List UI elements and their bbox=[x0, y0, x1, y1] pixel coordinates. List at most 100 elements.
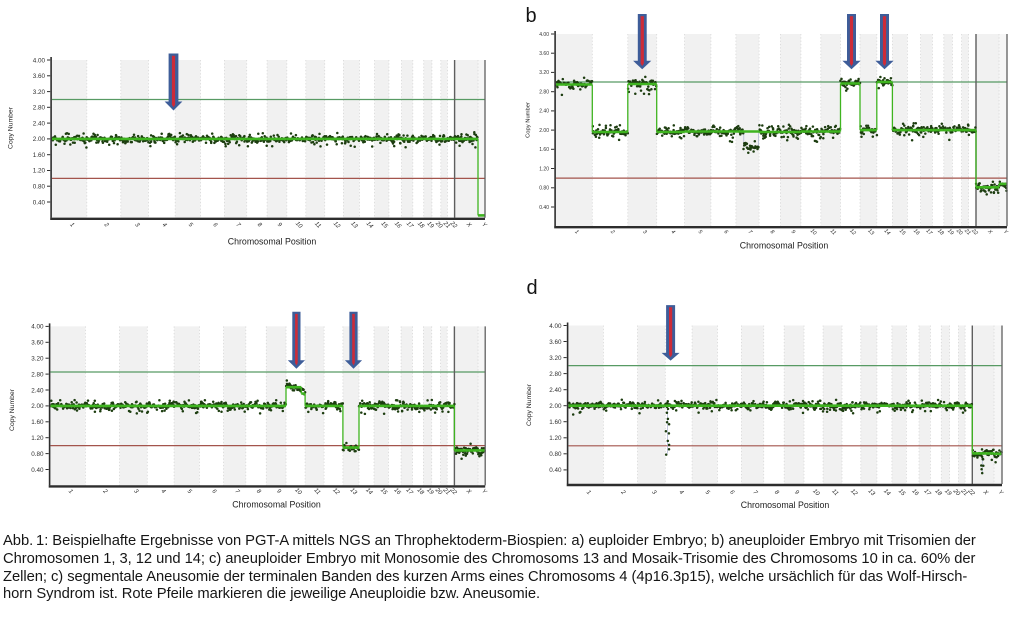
svg-text:20: 20 bbox=[954, 227, 963, 236]
svg-text:5: 5 bbox=[187, 222, 194, 229]
svg-text:10: 10 bbox=[809, 228, 817, 236]
svg-text:14: 14 bbox=[882, 488, 891, 497]
svg-text:2: 2 bbox=[608, 228, 615, 235]
svg-text:1.60: 1.60 bbox=[31, 419, 44, 426]
svg-text:17: 17 bbox=[405, 487, 414, 496]
svg-text:12: 12 bbox=[331, 487, 340, 496]
svg-text:8: 8 bbox=[255, 488, 262, 495]
svg-text:3: 3 bbox=[134, 222, 141, 229]
svg-text:11: 11 bbox=[313, 221, 322, 230]
svg-text:3: 3 bbox=[641, 229, 647, 235]
svg-text:2: 2 bbox=[619, 489, 627, 497]
svg-text:Y: Y bbox=[480, 222, 488, 230]
svg-text:19: 19 bbox=[425, 487, 434, 496]
svg-text:13: 13 bbox=[349, 221, 358, 230]
svg-text:Copy Number: Copy Number bbox=[8, 106, 15, 149]
svg-text:9: 9 bbox=[276, 222, 283, 229]
svg-text:0.40: 0.40 bbox=[33, 199, 46, 206]
svg-text:2.40: 2.40 bbox=[33, 120, 46, 127]
svg-text:19: 19 bbox=[946, 228, 954, 236]
svg-text:3.20: 3.20 bbox=[549, 355, 562, 362]
svg-text:10: 10 bbox=[294, 221, 303, 230]
svg-text:2.40: 2.40 bbox=[549, 387, 562, 394]
svg-text:16: 16 bbox=[910, 488, 919, 497]
svg-text:2: 2 bbox=[101, 488, 109, 496]
svg-text:Y: Y bbox=[997, 489, 1005, 497]
svg-text:1.20: 1.20 bbox=[549, 435, 562, 442]
svg-text:0.40: 0.40 bbox=[549, 467, 562, 474]
svg-text:19: 19 bbox=[426, 221, 435, 230]
svg-text:5: 5 bbox=[186, 488, 193, 495]
svg-text:4.00: 4.00 bbox=[33, 57, 46, 64]
svg-text:2.80: 2.80 bbox=[539, 90, 549, 96]
svg-text:21: 21 bbox=[962, 227, 971, 236]
svg-text:7: 7 bbox=[234, 222, 241, 229]
svg-text:15: 15 bbox=[898, 228, 907, 237]
svg-text:2.00: 2.00 bbox=[31, 403, 44, 410]
svg-text:20: 20 bbox=[433, 487, 443, 497]
svg-text:1.20: 1.20 bbox=[31, 435, 44, 442]
svg-text:10: 10 bbox=[293, 487, 302, 496]
svg-text:2.80: 2.80 bbox=[33, 105, 46, 112]
svg-text:2.00: 2.00 bbox=[33, 136, 46, 143]
svg-text:Chromosomal Position: Chromosomal Position bbox=[740, 241, 829, 251]
svg-text:3: 3 bbox=[650, 489, 657, 496]
svg-text:2.40: 2.40 bbox=[31, 387, 44, 394]
svg-text:Chromosomal Position: Chromosomal Position bbox=[228, 237, 317, 247]
svg-text:4: 4 bbox=[678, 489, 685, 496]
svg-text:14: 14 bbox=[365, 221, 374, 230]
svg-text:13: 13 bbox=[867, 488, 876, 497]
svg-text:1: 1 bbox=[67, 488, 74, 495]
svg-text:3.60: 3.60 bbox=[31, 340, 44, 347]
svg-text:Chromosomal Position: Chromosomal Position bbox=[232, 500, 321, 510]
svg-text:1.60: 1.60 bbox=[33, 152, 46, 159]
svg-text:4.00: 4.00 bbox=[539, 32, 549, 38]
svg-text:2.80: 2.80 bbox=[549, 371, 562, 378]
svg-text:9: 9 bbox=[790, 229, 796, 235]
svg-text:2.80: 2.80 bbox=[31, 371, 44, 378]
svg-text:17: 17 bbox=[922, 488, 931, 497]
svg-text:11: 11 bbox=[312, 487, 321, 496]
svg-text:15: 15 bbox=[379, 487, 388, 496]
svg-text:21: 21 bbox=[441, 487, 451, 497]
svg-text:0.80: 0.80 bbox=[549, 451, 562, 458]
svg-text:1: 1 bbox=[585, 489, 592, 496]
svg-text:X: X bbox=[986, 228, 994, 236]
svg-text:9: 9 bbox=[275, 488, 282, 495]
svg-text:11: 11 bbox=[829, 228, 837, 236]
svg-text:0.80: 0.80 bbox=[31, 451, 44, 458]
svg-text:4.00: 4.00 bbox=[549, 323, 562, 330]
svg-text:3.20: 3.20 bbox=[33, 89, 46, 96]
svg-text:18: 18 bbox=[416, 221, 425, 230]
svg-text:20: 20 bbox=[433, 220, 443, 230]
svg-text:7: 7 bbox=[752, 489, 759, 496]
svg-text:X: X bbox=[981, 489, 989, 497]
svg-text:8: 8 bbox=[769, 229, 775, 235]
svg-text:1.20: 1.20 bbox=[33, 168, 46, 175]
svg-text:22: 22 bbox=[966, 488, 976, 498]
svg-text:2.40: 2.40 bbox=[539, 109, 549, 115]
svg-text:22: 22 bbox=[448, 220, 458, 230]
svg-text:12: 12 bbox=[332, 221, 341, 230]
svg-text:2.00: 2.00 bbox=[539, 128, 549, 134]
svg-text:0.80: 0.80 bbox=[539, 186, 549, 192]
svg-text:1: 1 bbox=[573, 229, 579, 235]
svg-text:22: 22 bbox=[970, 227, 979, 236]
svg-text:7: 7 bbox=[234, 488, 241, 495]
svg-text:1.60: 1.60 bbox=[539, 147, 549, 153]
svg-text:3: 3 bbox=[132, 488, 139, 495]
svg-text:X: X bbox=[464, 221, 472, 229]
svg-text:12: 12 bbox=[849, 488, 858, 497]
svg-text:21: 21 bbox=[441, 220, 451, 230]
svg-text:1.20: 1.20 bbox=[539, 166, 549, 172]
svg-text:0.40: 0.40 bbox=[31, 467, 44, 474]
svg-text:3.20: 3.20 bbox=[31, 356, 44, 363]
svg-text:4: 4 bbox=[160, 488, 167, 495]
svg-text:Y: Y bbox=[480, 488, 488, 496]
svg-text:18: 18 bbox=[416, 487, 425, 496]
svg-text:14: 14 bbox=[883, 228, 891, 236]
svg-text:6: 6 bbox=[211, 222, 218, 229]
svg-text:8: 8 bbox=[773, 489, 780, 496]
svg-text:16: 16 bbox=[393, 487, 402, 496]
svg-text:14: 14 bbox=[364, 487, 373, 496]
